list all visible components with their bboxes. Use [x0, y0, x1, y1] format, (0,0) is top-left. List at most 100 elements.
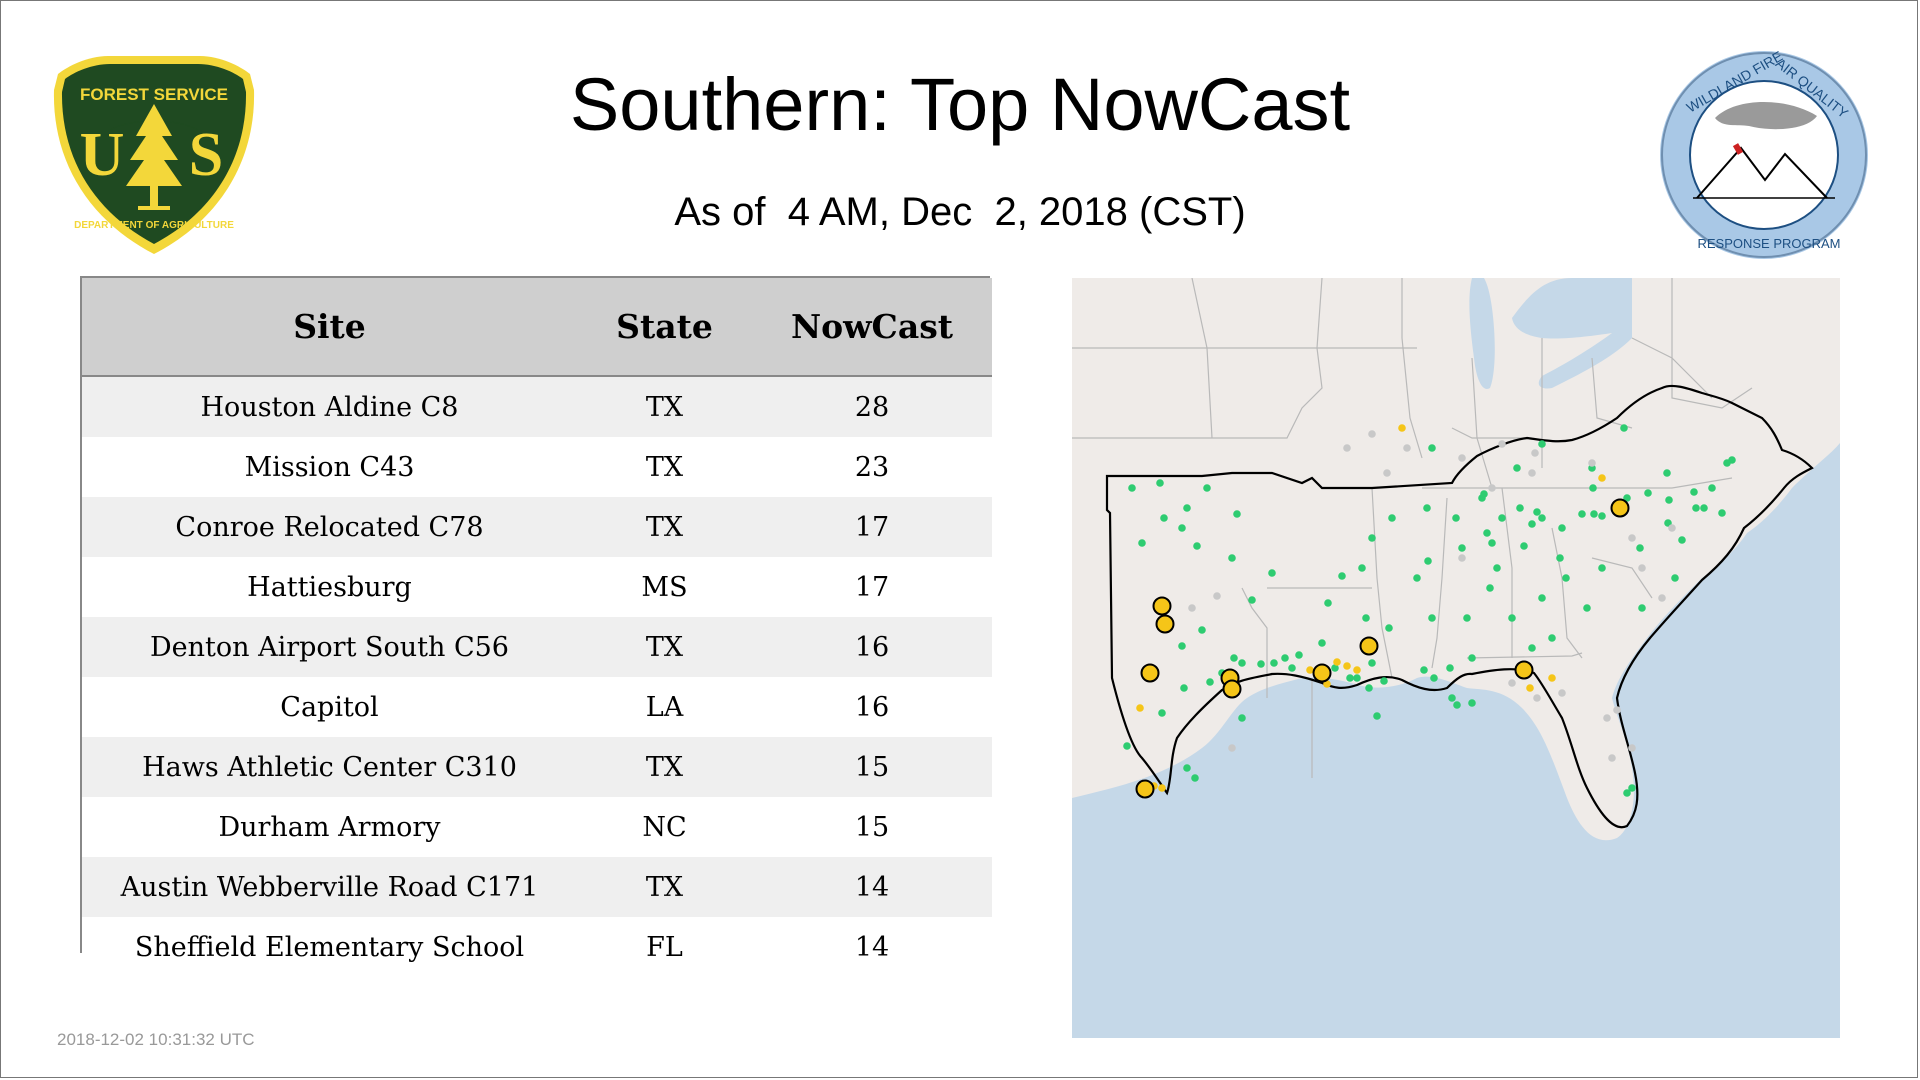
moderate-monitor-marker [1598, 474, 1606, 482]
cell-site: Houston Aldine C8 [82, 376, 577, 437]
cell-nowcast: 16 [752, 677, 992, 737]
cell-nowcast: 17 [752, 497, 992, 557]
good-monitor-marker [1388, 514, 1396, 522]
cell-state: TX [577, 376, 752, 437]
good-monitor-marker [1413, 574, 1421, 582]
good-monitor-marker [1365, 684, 1373, 692]
good-monitor-marker [1428, 614, 1436, 622]
good-monitor-marker [1238, 714, 1246, 722]
top-site-marker [1359, 636, 1379, 656]
good-monitor-marker [1663, 469, 1671, 477]
cell-nowcast: 15 [752, 797, 992, 857]
good-monitor-marker [1448, 694, 1456, 702]
good-monitor-marker [1160, 514, 1168, 522]
cell-nowcast: 28 [752, 376, 992, 437]
logo-letter-s: S [189, 121, 223, 189]
good-monitor-marker [1556, 554, 1564, 562]
good-monitor-marker [1248, 596, 1256, 604]
good-monitor-marker [1548, 634, 1556, 642]
good-monitor-marker [1420, 666, 1428, 674]
nodata-monitor-marker [1531, 449, 1539, 457]
nodata-monitor-marker [1508, 679, 1516, 687]
good-monitor-marker [1700, 504, 1708, 512]
map-markers [1123, 424, 1736, 799]
good-monitor-marker [1628, 784, 1636, 792]
good-monitor-marker [1452, 514, 1460, 522]
table-row: Haws Athletic Center C310 TX 15 [82, 737, 992, 797]
good-monitor-marker [1373, 712, 1381, 720]
good-monitor-marker [1638, 604, 1646, 612]
moderate-monitor-marker [1343, 662, 1351, 670]
cell-site: Haws Athletic Center C310 [82, 737, 577, 797]
table-row: Austin Webberville Road C171 TX 14 [82, 857, 992, 917]
good-monitor-marker [1516, 504, 1524, 512]
good-monitor-marker [1578, 510, 1586, 518]
good-monitor-marker [1183, 764, 1191, 772]
cell-site: Denton Airport South C56 [82, 617, 577, 677]
cell-site: Sheffield Elementary School [82, 917, 577, 977]
cell-nowcast: 14 [752, 917, 992, 977]
good-monitor-marker [1528, 520, 1536, 528]
good-monitor-marker [1723, 459, 1731, 467]
table-header-row: Site State NowCast [82, 278, 992, 377]
good-monitor-marker [1180, 684, 1188, 692]
moderate-monitor-marker [1323, 680, 1331, 688]
moderate-monitor-marker [1333, 658, 1341, 666]
header-state: State [577, 278, 752, 377]
good-monitor-marker [1206, 678, 1214, 686]
table-row: Denton Airport South C56 TX 16 [82, 617, 992, 677]
table-row: Houston Aldine C8 TX 28 [82, 376, 992, 437]
good-monitor-marker [1203, 484, 1211, 492]
cell-site: Capitol [82, 677, 577, 737]
cell-nowcast: 16 [752, 617, 992, 677]
pine-tree-icon [126, 104, 182, 210]
nodata-monitor-marker [1558, 689, 1566, 697]
good-monitor-marker [1520, 542, 1528, 550]
nodata-monitor-marker [1488, 484, 1496, 492]
good-monitor-marker [1123, 742, 1131, 750]
good-monitor-marker [1513, 464, 1521, 472]
cell-state: MS [577, 557, 752, 617]
good-monitor-marker [1281, 654, 1289, 662]
gulf-of-mexico [1072, 443, 1840, 1038]
lake-huron-erie [1512, 278, 1632, 389]
good-monitor-marker [1288, 664, 1296, 672]
nodata-monitor-marker [1498, 440, 1506, 448]
good-monitor-marker [1423, 504, 1431, 512]
logo-forest-service-text: FOREST SERVICE [80, 85, 228, 104]
nodata-monitor-marker [1458, 554, 1466, 562]
good-monitor-marker [1128, 484, 1136, 492]
good-monitor-marker [1270, 659, 1278, 667]
good-monitor-marker [1678, 536, 1686, 544]
table-row: Durham Armory NC 15 [82, 797, 992, 857]
logo-department-text: DEPARTMENT OF AGRICULTURE [74, 220, 234, 231]
good-monitor-marker [1463, 614, 1471, 622]
good-monitor-marker [1468, 654, 1476, 662]
top-site-marker [1312, 663, 1332, 683]
good-monitor-marker [1538, 514, 1546, 522]
nodata-monitor-marker [1658, 594, 1666, 602]
nodata-monitor-marker [1188, 604, 1196, 612]
good-monitor-marker [1257, 660, 1265, 668]
cell-state: TX [577, 737, 752, 797]
southern-region-outline [1105, 384, 1814, 829]
nodata-monitor-marker [1588, 459, 1596, 467]
cell-state: TX [577, 857, 752, 917]
good-monitor-marker [1508, 614, 1516, 622]
good-monitor-marker [1590, 510, 1598, 518]
good-monitor-marker [1156, 479, 1164, 487]
logo-letter-u: U [80, 121, 125, 189]
moderate-monitor-marker [1526, 684, 1534, 692]
good-monitor-marker [1228, 554, 1236, 562]
good-monitor-marker [1598, 512, 1606, 520]
good-monitor-marker [1558, 524, 1566, 532]
good-monitor-marker [1644, 489, 1652, 497]
good-monitor-marker [1583, 604, 1591, 612]
cell-nowcast: 23 [752, 437, 992, 497]
good-monitor-marker [1533, 508, 1541, 516]
good-monitor-marker [1353, 674, 1361, 682]
good-monitor-marker [1480, 490, 1488, 498]
good-monitor-marker [1368, 659, 1376, 667]
good-monitor-marker [1483, 529, 1491, 537]
